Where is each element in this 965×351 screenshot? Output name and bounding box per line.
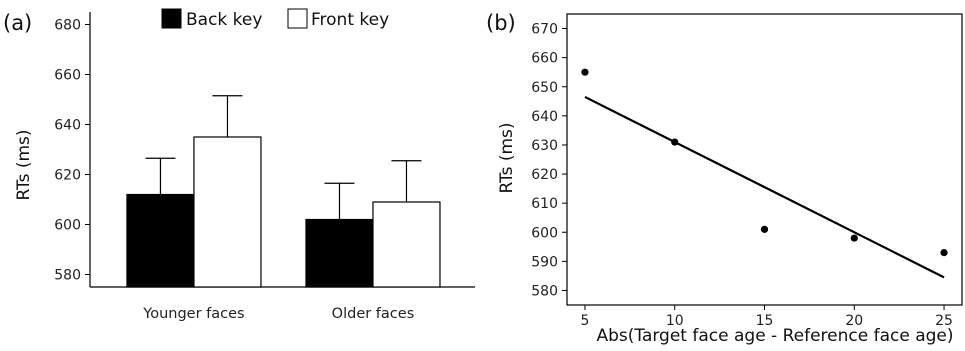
panel-a-legend: Back key Front key — [161, 8, 389, 30]
panel-b-x-tick-label: 10 — [666, 313, 684, 329]
panel-a-bars — [126, 136, 441, 288]
panel-b-y-tick-label: 610 — [531, 196, 558, 212]
panel-b-y-tick-label: 630 — [531, 138, 558, 154]
panel-b-x-tick-label: 25 — [935, 313, 953, 329]
panel-b-x-tick-label: 15 — [756, 313, 774, 329]
legend-swatch-back-key — [161, 8, 182, 29]
bar-front-key-younger — [193, 136, 262, 288]
panel-b-y-ticks: 580 590 600 610 620 630 640 650 660 670 — [531, 22, 567, 299]
panel-b-y-tick-label: 640 — [531, 109, 558, 125]
panel-a-y-ticks: 580 600 620 640 660 680 — [54, 18, 90, 284]
bar-back-key-older — [305, 218, 374, 288]
panel-b-x-tick-label: 20 — [845, 313, 863, 329]
panel-a-error-bars — [145, 95, 422, 220]
panel-b-x-axis-title: Abs(Target face age - Reference face age… — [596, 326, 953, 346]
panel-b-y-tick-label: 580 — [531, 283, 558, 299]
panel-b-points — [581, 68, 948, 257]
panel-b-trendline-group — [584, 95, 945, 279]
legend-label-front-key: Front key — [311, 10, 389, 30]
panel-a-y-tick-label: 660 — [54, 68, 81, 84]
bar-front-key-older — [372, 201, 441, 288]
category-label: Older faces — [332, 306, 415, 322]
panel-b-x-ticks: 5 10 15 20 25 — [580, 305, 953, 329]
legend-label-back-key: Back key — [186, 10, 262, 30]
panel-b-y-tick-label: 590 — [531, 254, 558, 270]
panel-b-y-tick-label: 670 — [531, 22, 558, 38]
data-point — [850, 234, 858, 242]
panel-b-y-axis-title: RTs (ms) — [497, 122, 517, 193]
legend-swatch-front-key — [287, 8, 308, 29]
data-point — [581, 68, 589, 76]
panel-b-y-tick-label: 650 — [531, 80, 558, 96]
panel-a-bar-chart: (a) RTs (ms) 580 600 620 640 660 680 Younger … — [3, 8, 475, 322]
panel-a-y-axis-title: RTs (ms) — [14, 129, 34, 200]
panel-a-category-labels: Younger faces Older faces — [142, 306, 414, 322]
data-point — [760, 225, 769, 233]
panel-b-x-tick-label: 5 — [580, 313, 589, 329]
panel-a-label: (a) — [3, 11, 32, 35]
panel-b-y-tick-label: 600 — [531, 225, 558, 241]
panel-a-y-tick-label: 600 — [54, 218, 81, 234]
panel-b-plot-frame — [566, 13, 963, 306]
panel-a-y-tick-label: 580 — [54, 268, 81, 284]
data-point — [671, 138, 679, 146]
category-label: Younger faces — [142, 306, 244, 322]
trendline — [584, 95, 945, 279]
bar-back-key-younger — [126, 193, 195, 288]
data-point — [940, 249, 948, 257]
panel-b-scatter-chart: (b) RTs (ms) Abs(Target face age - Refer… — [486, 11, 963, 346]
panel-a-y-tick-label: 620 — [54, 168, 81, 184]
panel-b-y-tick-label: 620 — [531, 167, 558, 183]
panel-b-y-tick-label: 660 — [531, 51, 558, 67]
panel-a-y-tick-label: 680 — [54, 18, 81, 34]
panel-b-label: (b) — [486, 11, 516, 35]
panel-a-y-tick-label: 640 — [54, 118, 81, 134]
